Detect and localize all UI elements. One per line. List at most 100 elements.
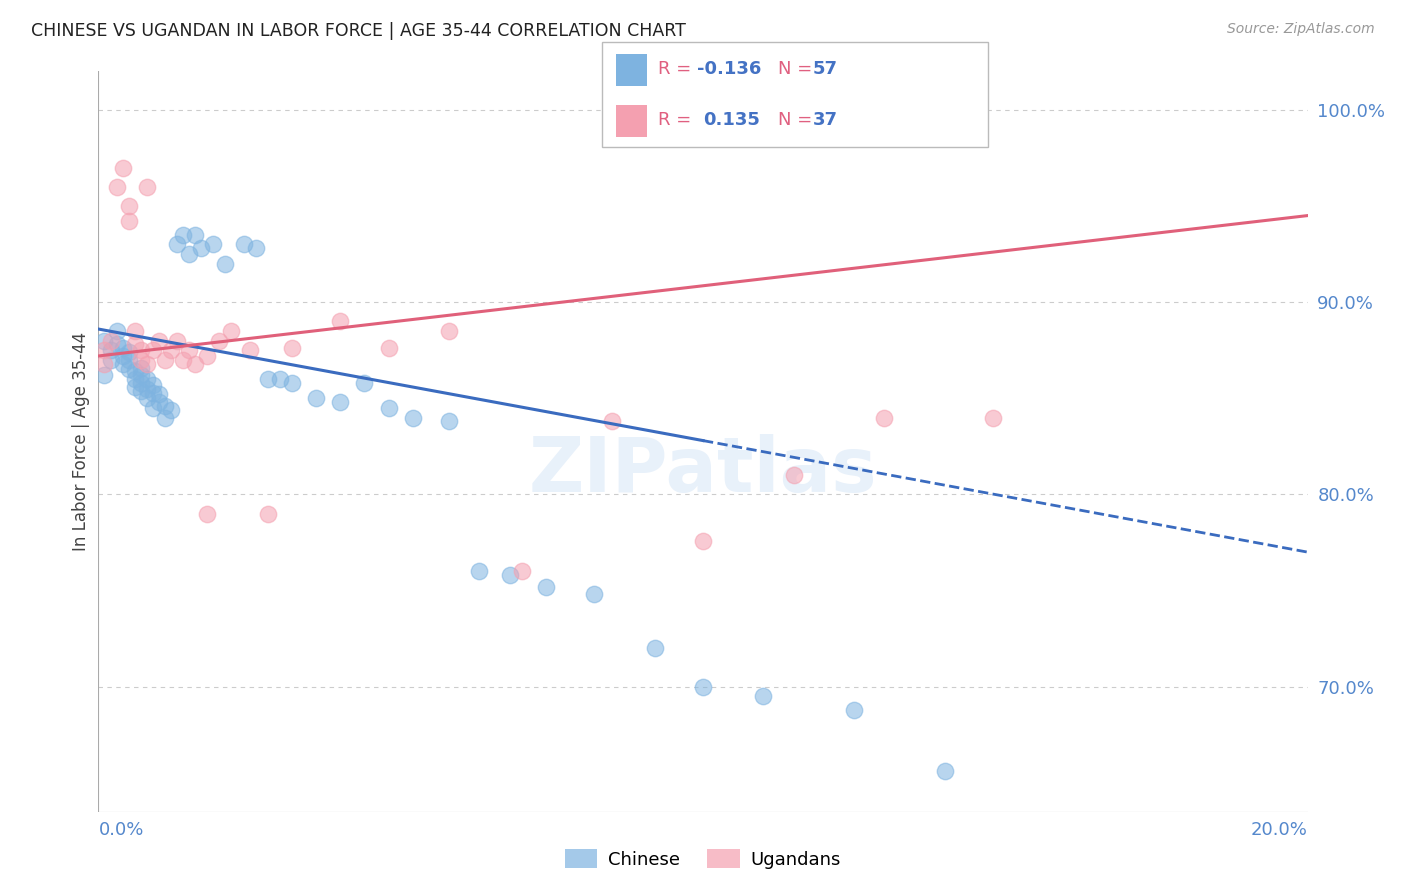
Point: [105, 179, 128, 194]
Point: [100, 352, 122, 367]
Text: ZIPatlas: ZIPatlas: [529, 434, 877, 508]
Point: [873, 410, 896, 425]
Point: [111, 161, 134, 175]
Point: [190, 241, 212, 255]
Point: [160, 343, 183, 358]
Point: [179, 343, 201, 358]
Point: [166, 237, 188, 252]
Point: [844, 703, 866, 717]
Point: [129, 384, 152, 398]
Point: [534, 580, 557, 594]
Text: Source: ZipAtlas.com: Source: ZipAtlas.com: [1227, 22, 1375, 37]
Point: [166, 334, 188, 348]
Point: [100, 334, 122, 348]
Point: [269, 372, 291, 386]
Point: [124, 380, 146, 394]
Y-axis label: In Labor Force | Age 35-44: In Labor Force | Age 35-44: [72, 332, 90, 551]
Point: [437, 414, 460, 428]
Text: -0.136: -0.136: [697, 61, 762, 78]
Point: [184, 357, 207, 371]
Point: [329, 395, 352, 409]
Point: [184, 227, 207, 242]
Point: [148, 395, 170, 409]
Point: [256, 372, 278, 386]
Point: [377, 341, 399, 355]
Point: [214, 257, 236, 271]
Point: [111, 341, 134, 355]
Point: [124, 324, 146, 338]
Point: [105, 337, 128, 351]
Point: [329, 314, 352, 328]
Point: [124, 364, 146, 378]
Point: [129, 376, 152, 390]
Point: [135, 382, 157, 396]
Point: [118, 362, 141, 376]
Point: [118, 352, 141, 367]
Point: [129, 368, 152, 383]
Point: [783, 468, 806, 483]
Text: CHINESE VS UGANDAN IN LABOR FORCE | AGE 35-44 CORRELATION CHART: CHINESE VS UGANDAN IN LABOR FORCE | AGE …: [31, 22, 686, 40]
Text: N =: N =: [778, 61, 817, 78]
Point: [93, 368, 115, 383]
Point: [208, 334, 231, 348]
Point: [172, 352, 194, 367]
Point: [232, 237, 254, 252]
Point: [510, 565, 533, 579]
Point: [124, 372, 146, 386]
Point: [129, 360, 152, 375]
Point: [153, 399, 176, 413]
Text: N =: N =: [778, 111, 817, 128]
Point: [752, 690, 775, 704]
Point: [934, 764, 956, 779]
Text: 37: 37: [813, 111, 838, 128]
Point: [692, 680, 714, 694]
Point: [142, 377, 165, 392]
Point: [124, 337, 146, 351]
Point: [437, 324, 460, 338]
Point: [129, 352, 152, 367]
Text: 0.135: 0.135: [703, 111, 759, 128]
Point: [105, 324, 128, 338]
Text: 0.0%: 0.0%: [98, 822, 143, 839]
Point: [93, 343, 115, 358]
Point: [111, 349, 134, 363]
Text: R =: R =: [658, 111, 703, 128]
Point: [135, 391, 157, 405]
Point: [153, 410, 176, 425]
Point: [377, 401, 399, 415]
Point: [118, 199, 141, 213]
Point: [118, 214, 141, 228]
Point: [142, 385, 165, 400]
Point: [118, 345, 141, 359]
Point: [179, 247, 201, 261]
Point: [142, 343, 165, 358]
Point: [135, 179, 157, 194]
Point: [195, 349, 218, 363]
Point: [644, 641, 666, 656]
Text: R =: R =: [658, 61, 697, 78]
Point: [281, 376, 304, 390]
Point: [195, 507, 218, 521]
Point: [93, 334, 115, 348]
Point: [583, 587, 606, 601]
Point: [353, 376, 375, 390]
Point: [135, 372, 157, 386]
Legend: Chinese, Ugandans: Chinese, Ugandans: [558, 842, 848, 876]
Point: [148, 334, 170, 348]
Point: [160, 402, 183, 417]
Point: [93, 357, 115, 371]
Point: [245, 241, 267, 255]
Point: [468, 565, 491, 579]
Text: 20.0%: 20.0%: [1251, 822, 1308, 839]
Point: [221, 324, 243, 338]
Point: [239, 343, 262, 358]
Point: [498, 568, 520, 582]
Point: [281, 341, 304, 355]
Point: [172, 227, 194, 242]
Text: 57: 57: [813, 61, 838, 78]
Point: [202, 237, 225, 252]
Point: [100, 343, 122, 358]
Point: [305, 391, 328, 405]
Point: [692, 533, 714, 548]
Point: [111, 357, 134, 371]
